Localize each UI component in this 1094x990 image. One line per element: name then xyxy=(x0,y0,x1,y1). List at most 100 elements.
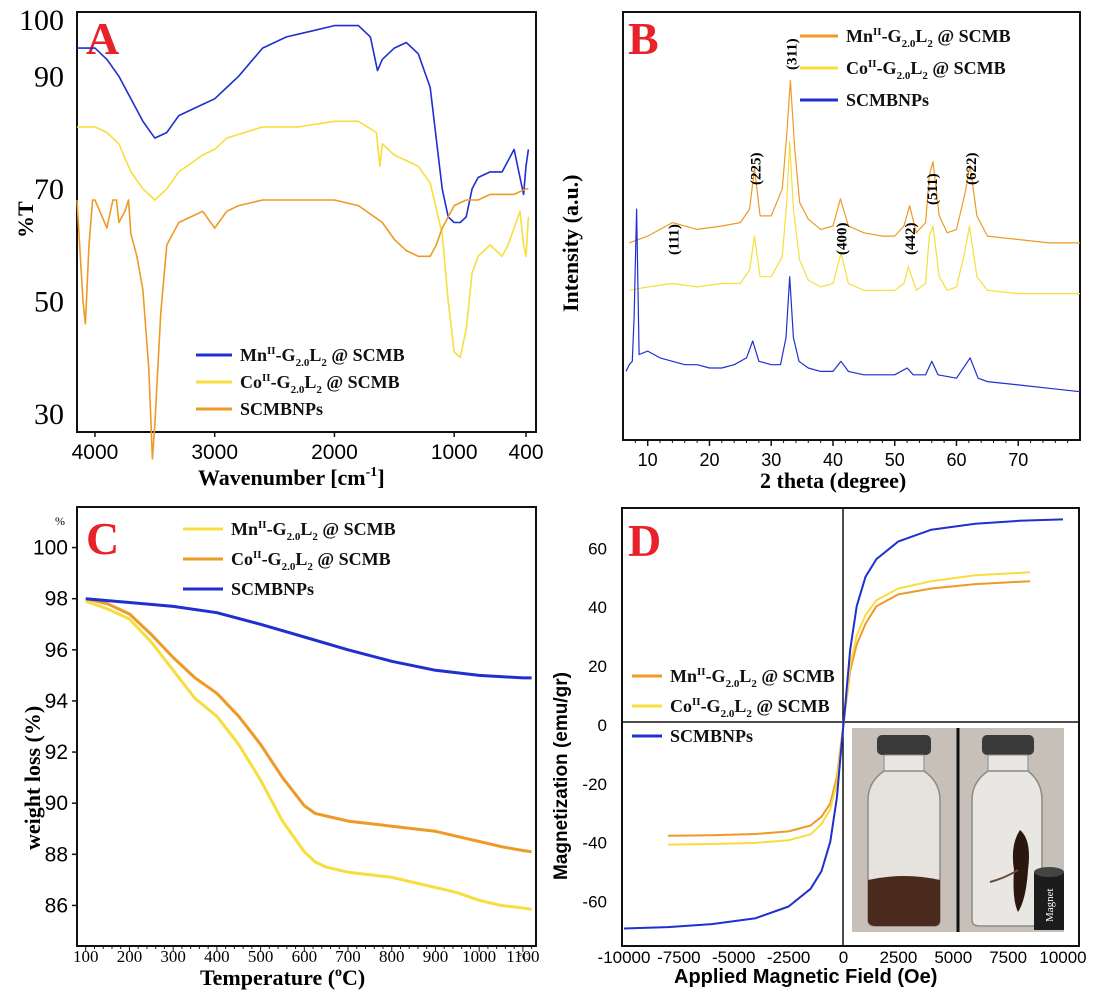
y-tick-label: 30 xyxy=(34,398,64,431)
x-tick-label: 500 xyxy=(248,947,274,966)
vial-separated xyxy=(971,735,1043,927)
vial-cap-2 xyxy=(982,735,1034,755)
panel-a-legend: MnII-G2.0L2 @ SCMB CoII-G2.0L2 @ SCMB SCMB… xyxy=(196,345,405,419)
y-tick-label: 86 xyxy=(45,894,68,917)
panel-d-xlabel: Applied Magnetic Field (Oe) xyxy=(674,966,937,988)
y-tick-label: -40 xyxy=(582,834,607,853)
x-tick-label: 2000 xyxy=(311,441,358,464)
x-tick-label: -5000 xyxy=(712,948,755,967)
series-line-yellow xyxy=(77,120,530,359)
x-tick-label: 0 xyxy=(839,948,848,967)
panel-b-peak-labels: (111) (225) (311) (400) (442) (511) (622) xyxy=(666,38,980,255)
panel-a-xticks: 4000 3000 2000 1000 400 xyxy=(72,432,544,464)
y-tick-label: 90 xyxy=(34,60,64,93)
x-tick-label: 10 xyxy=(638,450,658,470)
panel-b-letter: B xyxy=(628,13,659,64)
panel-a-frame xyxy=(76,11,537,433)
series-line-blue xyxy=(623,518,1064,930)
x-tick-label: 600 xyxy=(292,947,318,966)
magnet xyxy=(1034,872,1064,930)
x-tick-label: 7500 xyxy=(989,948,1027,967)
y-tick-label: 90 xyxy=(45,792,68,815)
legend-entry: CoII-G2.0L2 @ SCMB xyxy=(240,372,400,396)
x-tick-label: 50 xyxy=(885,450,905,470)
y-tick-label: 40 xyxy=(588,598,607,617)
x-tick-label: 400 xyxy=(204,947,230,966)
series-line-blue xyxy=(77,24,530,224)
x-tick-label: 800 xyxy=(379,947,405,966)
panel-c: C % weight loss (%) 100 98 96 94 92 90 88 86 10… xyxy=(20,506,540,990)
vial-dispersed xyxy=(867,735,941,927)
x-tick-label: -2500 xyxy=(767,948,810,967)
legend-entry: SCMBNPs xyxy=(231,579,314,599)
x-tick-label: 900 xyxy=(423,947,449,966)
vial-glass-2 xyxy=(971,770,1043,927)
x-tick-label: 100 xyxy=(73,947,99,966)
panel-d-frame xyxy=(621,507,1080,947)
panel-b-xticks: 10 20 30 40 50 60 70 xyxy=(634,440,1069,470)
series-line-orange xyxy=(628,80,1080,244)
legend-entry: SCMBNPs xyxy=(670,726,753,746)
x-tick-label: -10000 xyxy=(598,948,651,967)
x-tick-label: 5000 xyxy=(934,948,972,967)
x-tick-label: 20 xyxy=(699,450,719,470)
x-tick-label: 1000 xyxy=(462,947,496,966)
panel-c-xticks: 100 200 300 400 500 600 700 800 900 1000 1100 xyxy=(73,946,540,966)
panel-d-series xyxy=(623,518,1064,930)
x-tick-label: 10000 xyxy=(1039,948,1086,967)
y-tick-label: -60 xyxy=(582,893,607,912)
peak-label: (311) xyxy=(784,38,800,70)
y-tick-label: 100 xyxy=(33,537,68,560)
x-tick-label: 400 xyxy=(509,441,544,464)
panel-d-legend: MnII-G2.0L2 @ SCMB CoII-G2.0L2 @ SCMB SCMB… xyxy=(632,666,835,746)
legend-entry: MnII-G2.0L2 @ SCMB xyxy=(846,26,1011,50)
x-tick-label: 4000 xyxy=(72,441,119,464)
panel-c-yunit: % xyxy=(55,514,65,528)
panel-a-ylabel: %T xyxy=(13,201,38,238)
series-line-blue xyxy=(85,597,532,680)
x-tick-label: -7500 xyxy=(657,948,700,967)
y-tick-label: 20 xyxy=(588,657,607,676)
x-tick-label: 30 xyxy=(761,450,781,470)
panel-c-ylabel: weight loss (%) xyxy=(20,706,45,850)
panel-c-legend: MnII-G2.0L2 @ SCMB CoII-G2.0L2 @ SCMB SCMB… xyxy=(183,519,396,599)
vial-cap xyxy=(877,735,931,755)
peak-label: (225) xyxy=(749,153,765,186)
panel-d-ylabel: Magnetization (emu/gr) xyxy=(551,672,572,880)
x-tick-label: 2500 xyxy=(879,948,917,967)
legend-entry: CoII-G2.0L2 @ SCMB xyxy=(846,58,1006,82)
peak-label: (442) xyxy=(903,223,919,256)
series-line-yellow xyxy=(629,140,1080,295)
separated-particles xyxy=(1012,830,1029,912)
panel-c-yticks: 100 98 96 94 92 90 88 86 xyxy=(33,537,77,917)
legend-entry: MnII-G2.0L2 @ SCMB xyxy=(231,519,396,543)
vial-dispersion xyxy=(868,876,940,926)
legend-entry: CoII-G2.0L2 @ SCMB xyxy=(670,696,830,720)
x-tick-label: 300 xyxy=(160,947,186,966)
y-tick-label: 70 xyxy=(34,173,64,206)
series-line-orange xyxy=(85,597,532,854)
panel-d: D Magnetization (emu/gr) 60 40 20 0 -20 -40 -6… xyxy=(551,507,1087,988)
legend-entry: MnII-G2.0L2 @ SCMB xyxy=(240,345,405,369)
legend-entry: CoII-G2.0L2 @ SCMB xyxy=(231,549,391,573)
y-tick-label: 88 xyxy=(45,843,68,866)
panel-b-frame xyxy=(622,11,1081,441)
y-tick-label: 50 xyxy=(34,285,64,318)
x-tick-label: 60 xyxy=(946,450,966,470)
panel-b-ylabel: Intensity (a.u.) xyxy=(558,174,583,312)
legend-entry: SCMBNPs xyxy=(240,399,323,419)
panel-c-xlabel: Temperature (oC) xyxy=(200,965,365,990)
panel-b-legend: MnII-G2.0L2 @ SCMB CoII-G2.0L2 @ SCMB SCMB… xyxy=(800,26,1011,110)
panel-a-series xyxy=(76,24,530,460)
legend-entry: MnII-G2.0L2 @ SCMB xyxy=(670,666,835,690)
x-tick-label: 70 xyxy=(1008,450,1028,470)
magnet-label: Magnet xyxy=(1044,888,1056,922)
legend-entry: SCMBNPs xyxy=(846,90,929,110)
panel-b-series xyxy=(625,80,1081,393)
panel-b-xlabel: 2 theta (degree) xyxy=(760,468,906,493)
peak-label: (511) xyxy=(925,173,941,205)
panel-a-yticks: 100 90 70 50 30 xyxy=(19,4,64,431)
series-line-yellow xyxy=(85,599,532,911)
